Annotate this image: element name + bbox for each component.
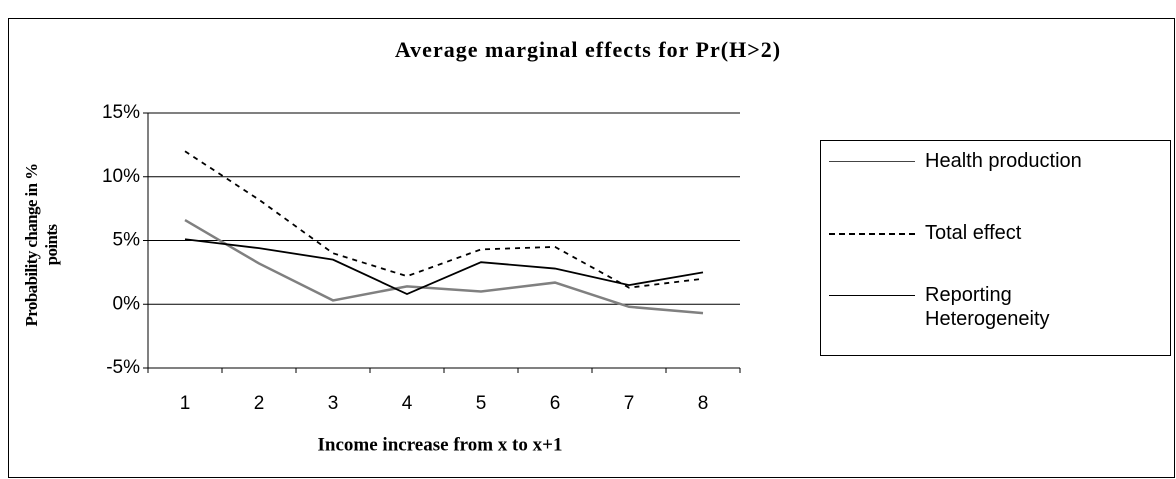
y-tick-label: 10%: [102, 166, 140, 187]
x-tick-label: 7: [624, 393, 635, 414]
legend-item: Total effect: [829, 221, 1140, 245]
legend-item: Health production: [829, 149, 1140, 173]
legend-label: Health production: [925, 150, 1082, 172]
legend-item: Reporting Heterogeneity: [829, 283, 1140, 331]
legend-swatch: [829, 283, 915, 296]
series-line: [184, 238, 704, 296]
legend-label: Total effect: [925, 222, 1022, 244]
x-axis-label: Income increase from x to x+1: [318, 434, 563, 455]
series-line: [184, 219, 704, 315]
legend-swatch: [829, 149, 915, 162]
y-tick-label: -5%: [106, 357, 140, 378]
x-tick-label: 2: [254, 393, 265, 414]
y-axis-label: Probability change in % points: [22, 163, 61, 327]
x-tick-label: 4: [402, 393, 413, 414]
x-tick-label: 3: [328, 393, 339, 414]
y-tick-label: 5%: [113, 230, 141, 251]
series-line: [184, 150, 704, 289]
y-tick-label: 15%: [102, 102, 140, 123]
y-tick-label: 0%: [113, 293, 141, 314]
x-tick-label: 8: [698, 393, 709, 414]
legend-swatch: [829, 221, 915, 235]
x-tick-label: 1: [180, 393, 191, 414]
chart-title: Average marginal effects for Pr(H>2): [395, 37, 781, 62]
legend-label: Reporting Heterogeneity: [925, 284, 1050, 330]
chart-border: [8, 18, 1175, 478]
x-tick-label: 5: [476, 393, 487, 414]
legend: Health production Total effect Reporting H…: [820, 140, 1171, 356]
x-tick-label: 6: [550, 393, 561, 414]
